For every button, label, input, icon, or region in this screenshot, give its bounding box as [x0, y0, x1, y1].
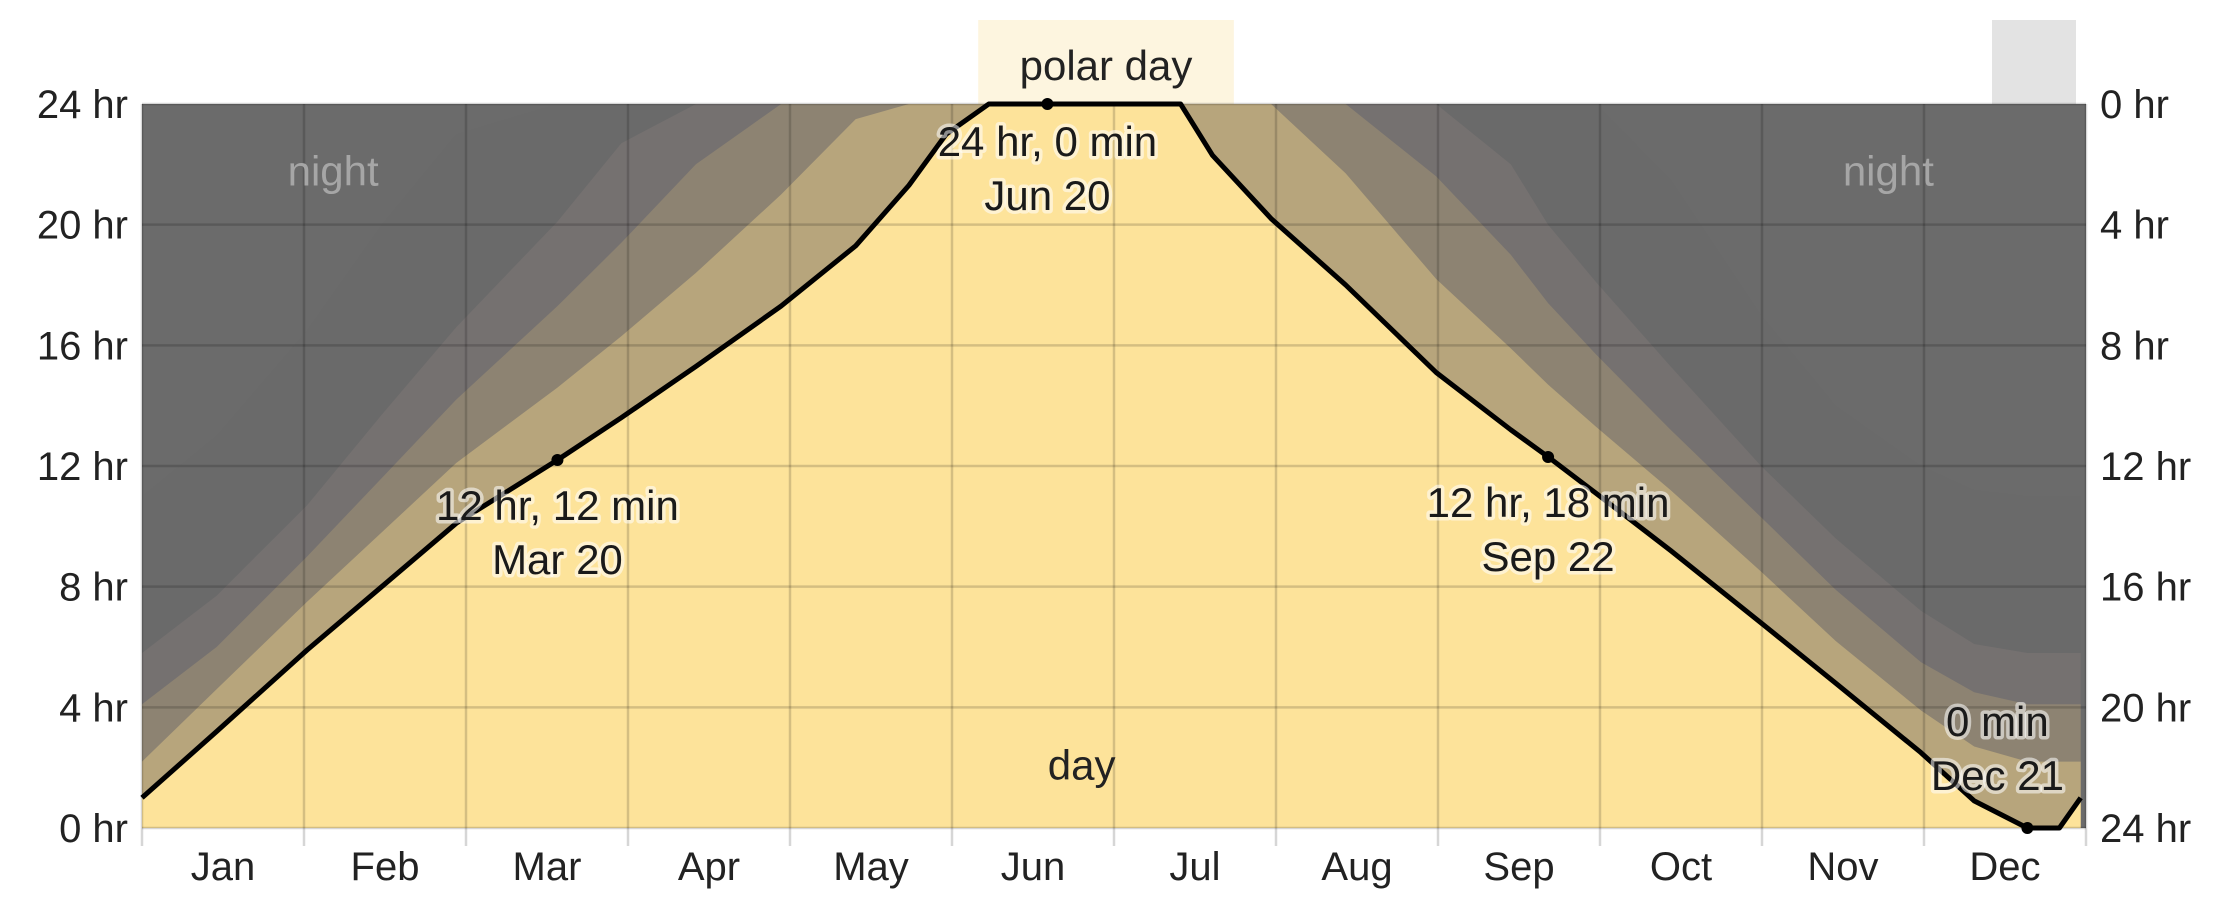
annotations: 12 hr, 12 min Mar 20 24 hr, 0 min Jun 20 12 … — [433, 98, 2067, 834]
y-left-tick-label: 16 hr — [37, 324, 128, 368]
y-left-tick-label: 20 hr — [37, 204, 128, 248]
y-right-tick-label: 12 hr — [2100, 445, 2191, 489]
y-right-tick-label: 20 hr — [2100, 686, 2191, 730]
annotation-value: 12 hr, 18 min — [1427, 479, 1670, 526]
x-tick-label: Dec — [1969, 845, 2040, 889]
annotation-value: 24 hr, 0 min — [938, 118, 1157, 165]
y-axis-right: 24 hr 20 hr 16 hr 12 hr 8 hr 4 hr 0 hr — [2100, 83, 2191, 851]
annotation-date: Dec 21 — [1931, 752, 2064, 799]
x-tick-label: Oct — [1650, 845, 1712, 889]
day-area — [142, 104, 2081, 828]
x-tick-label: Mar — [513, 845, 582, 889]
x-tick-label: Jan — [191, 845, 256, 889]
day-label: day — [1048, 742, 1116, 789]
y-left-tick-label: 24 hr — [37, 83, 128, 127]
annotation-point — [2021, 822, 2034, 834]
x-tick-label: Jun — [1001, 845, 1066, 889]
annotation-date: Sep 22 — [1482, 533, 1615, 580]
annotation-point — [551, 453, 564, 466]
y-left-tick-label: 4 hr — [59, 686, 128, 730]
region-labels: night night day polar day — [288, 42, 1935, 789]
y-right-tick-label: 16 hr — [2100, 566, 2191, 610]
x-tick-label: May — [833, 845, 909, 889]
annotation-date: Mar 20 — [492, 536, 623, 583]
x-tick-label: Sep — [1483, 845, 1554, 889]
y-right-tick-label: 24 hr — [2100, 807, 2191, 851]
y-left-tick-label: 8 hr — [59, 566, 128, 610]
x-tick-label: Nov — [1807, 845, 1878, 889]
annotation-value: 12 hr, 12 min — [436, 482, 679, 529]
y-right-tick-label: 8 hr — [2100, 324, 2169, 368]
x-tick-label: Aug — [1321, 845, 1392, 889]
annotation-date: Jun 20 — [984, 172, 1110, 219]
daylight-line-group — [140, 101, 2083, 831]
grid-lines — [140, 102, 2088, 846]
x-tick-label: Apr — [678, 845, 740, 889]
x-tick-label: Jul — [1169, 845, 1220, 889]
y-right-tick-label: 0 hr — [2100, 83, 2169, 127]
annotation-point — [1542, 450, 1555, 463]
legend-swatch — [1992, 20, 2076, 104]
polar-day-label: polar day — [1020, 42, 1193, 89]
annotation-point — [1041, 98, 1054, 110]
polar-day-band — [978, 20, 1234, 104]
x-axis: Jan Feb Mar Apr May Jun Jul Aug Sep Oct Nov Dec — [191, 845, 2041, 889]
y-left-tick-label: 0 hr — [59, 807, 128, 851]
y-axis-left: 0 hr 4 hr 8 hr 12 hr 16 hr 20 hr 24 hr — [37, 83, 128, 851]
x-tick-label: Feb — [351, 845, 420, 889]
daylight-line — [140, 101, 2083, 831]
night-label-right: night — [1843, 147, 1934, 194]
annotation-value: 0 min — [1946, 698, 2049, 745]
plot-areas — [142, 104, 2086, 828]
y-right-tick-label: 4 hr — [2100, 204, 2169, 248]
night-label-left: night — [288, 147, 379, 194]
y-left-tick-label: 12 hr — [37, 445, 128, 489]
